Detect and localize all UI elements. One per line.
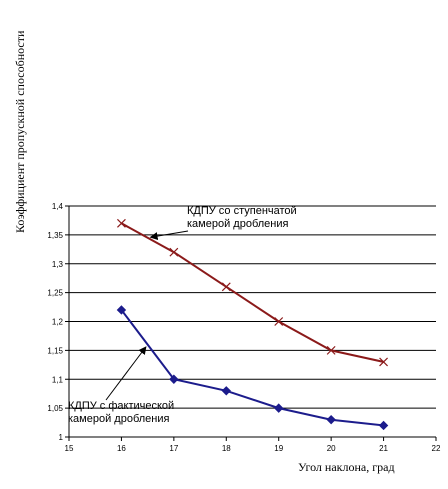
data-point bbox=[378, 420, 389, 431]
data-point bbox=[116, 305, 127, 315]
x-tick-label: 15 bbox=[65, 444, 74, 453]
data-point bbox=[326, 414, 336, 425]
annotation-text: КДПУ с фактической bbox=[68, 400, 174, 412]
x-tick-label: 18 bbox=[222, 444, 231, 453]
y-tick-labels: 1 1,05 1,1 1,15 1,2 1,25 1,3 1,35 1,4 bbox=[47, 202, 63, 442]
y-tick-label: 1,05 bbox=[47, 404, 63, 413]
x-axis-label: Угол наклона, град bbox=[298, 460, 395, 474]
data-point bbox=[326, 345, 336, 355]
data-point bbox=[274, 403, 284, 413]
annotation-arrow bbox=[149, 230, 189, 241]
annotation-arrow bbox=[105, 346, 147, 401]
x-tick-label: 17 bbox=[169, 444, 178, 453]
series-line bbox=[120, 222, 384, 363]
y-tick-label: 1,15 bbox=[47, 346, 63, 355]
x-tick-label: 19 bbox=[274, 444, 283, 453]
annotation-text: камерой дробления bbox=[187, 218, 289, 230]
y-tick-label: 1,1 bbox=[52, 375, 64, 384]
x-tick-label: 20 bbox=[327, 444, 336, 453]
data-point bbox=[221, 282, 231, 292]
data-point bbox=[274, 317, 284, 326]
y-tick-label: 1,2 bbox=[52, 318, 64, 327]
x-tick-label: 22 bbox=[432, 444, 441, 453]
x-tick-label: 16 bbox=[117, 444, 126, 453]
data-point bbox=[169, 374, 179, 384]
series-line bbox=[120, 309, 384, 427]
y-tick-label: 1,25 bbox=[47, 289, 63, 298]
data-point bbox=[117, 218, 126, 228]
series-group bbox=[116, 218, 389, 431]
y-axis-label: Коэффициент пропускной способности bbox=[13, 30, 27, 233]
annotation-text: КДПУ со ступенчатой bbox=[187, 205, 297, 217]
y-tick-label: 1,4 bbox=[52, 202, 64, 211]
x-tick-labels: 15 16 17 18 19 20 21 22 bbox=[65, 444, 441, 453]
annotation-text: камерой дробления bbox=[68, 413, 170, 425]
gridlines bbox=[69, 205, 436, 409]
y-tick-label: 1,3 bbox=[52, 260, 64, 269]
series-0 bbox=[117, 218, 388, 367]
data-point bbox=[169, 247, 179, 257]
y-tick-label: 1,35 bbox=[47, 231, 63, 240]
data-point bbox=[379, 357, 388, 367]
y-tick-label: 1 bbox=[59, 433, 64, 442]
x-tick-label: 21 bbox=[379, 444, 388, 453]
series-1 bbox=[116, 305, 389, 431]
data-point bbox=[221, 386, 231, 396]
axes bbox=[65, 205, 437, 441]
